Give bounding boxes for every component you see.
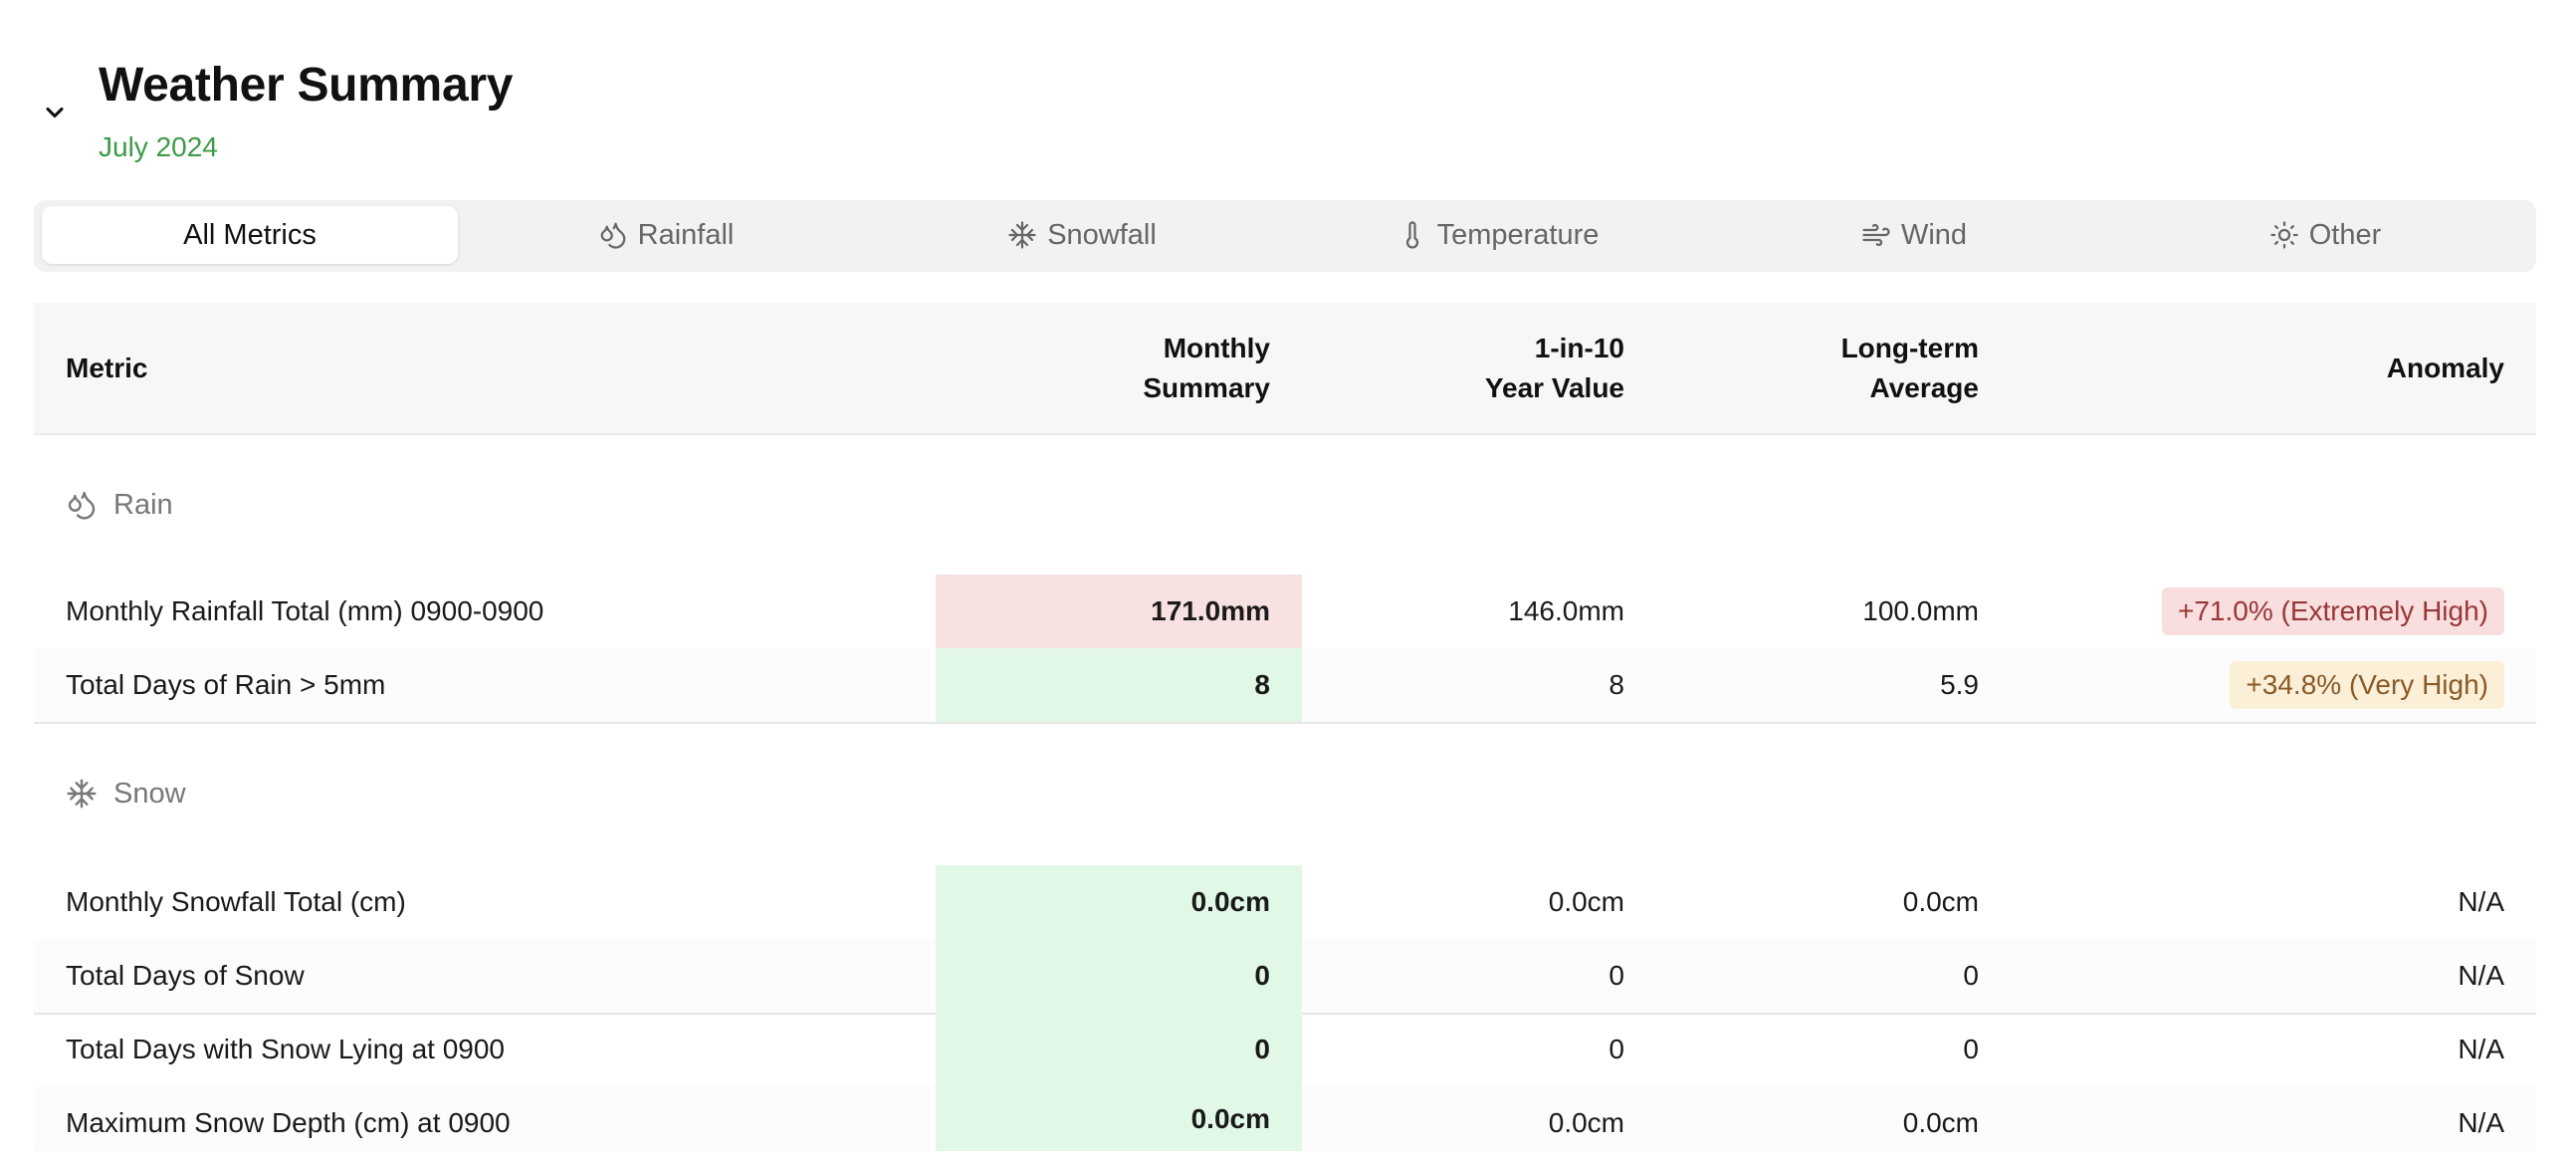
metric-tabs: All Metrics Rainfall Snowfall Temperatur… <box>34 200 2536 272</box>
table-row: Maximum Snow Depth (cm) at 0900 0.0cm 0.… <box>34 1086 2536 1151</box>
tab-rainfall[interactable]: Rainfall <box>458 206 874 264</box>
table-row: Total Days of Snow 0 0 0 N/A <box>34 939 2536 1015</box>
collapse-toggle[interactable] <box>38 96 72 129</box>
ten-year-value: 0.0cm <box>1548 1107 1624 1138</box>
metric-name: Total Days of Snow <box>66 960 305 991</box>
long-term-average-value: 0 <box>1963 960 1979 991</box>
sun-icon <box>2270 221 2298 249</box>
group-label-text: Snow <box>113 777 186 810</box>
page-title: Weather Summary <box>99 59 514 112</box>
table-header: Metric Monthly Summary 1-in-10 Year Value … <box>34 303 2536 435</box>
ten-year-value: 146.0mm <box>1508 595 1624 626</box>
anomaly-value: N/A <box>2458 1107 2504 1138</box>
header-line: Year Value <box>1484 371 1624 403</box>
tab-snowfall[interactable]: Snowfall <box>874 206 1290 264</box>
page-subtitle: July 2024 <box>99 131 218 162</box>
tab-wind[interactable]: Wind <box>1706 206 2122 264</box>
header-line: Monthly <box>1163 332 1270 363</box>
header-line: 1-in-10 <box>1534 332 1624 363</box>
monthly-summary-value: 171.0mm <box>936 575 1302 648</box>
metric-name: Total Days with Snow Lying at 0900 <box>66 1034 505 1064</box>
metric-name: Monthly Rainfall Total (mm) 0900-0900 <box>66 595 544 626</box>
long-term-average-value: 5.9 <box>1940 669 1979 700</box>
group-header-snow: Snow <box>34 724 2536 863</box>
anomaly-badge: +71.0% (Extremely High) <box>2161 587 2504 635</box>
long-term-average-value: 0.0cm <box>1902 1107 1979 1138</box>
header-line: Summary <box>1143 371 1270 403</box>
metric-name: Maximum Snow Depth (cm) at 0900 <box>66 1107 511 1138</box>
tab-all-metrics[interactable]: All Metrics <box>42 206 458 264</box>
column-header-1-in-10: 1-in-10 Year Value <box>1302 303 1624 433</box>
tab-label: Temperature <box>1436 218 1600 251</box>
header-line: Average <box>1869 371 1979 403</box>
tab-label: All Metrics <box>183 218 317 251</box>
metric-name: Total Days of Rain > 5mm <box>66 669 386 700</box>
monthly-summary-value: 0.0cm <box>936 1086 1302 1151</box>
group-header-rain: Rain <box>34 435 2536 575</box>
long-term-average-value: 100.0mm <box>1862 595 1979 626</box>
ten-year-value: 0 <box>1609 960 1624 991</box>
snowflake-icon <box>1008 221 1036 249</box>
header-line: Long-term <box>1840 332 1979 363</box>
droplets-icon <box>600 222 626 249</box>
thermometer-icon <box>1405 221 1418 249</box>
monthly-summary-value: 0 <box>936 939 1302 1013</box>
column-header-metric: Metric <box>66 351 148 383</box>
anomaly-value: N/A <box>2458 960 2504 991</box>
column-header-monthly-summary: Monthly Summary <box>936 303 1270 433</box>
table-row: Monthly Snowfall Total (cm) 0.0cm 0.0cm … <box>34 865 2536 941</box>
tab-temperature[interactable]: Temperature <box>1290 206 1706 264</box>
tab-other[interactable]: Other <box>2122 206 2528 264</box>
wind-icon <box>1862 223 1890 247</box>
droplets-icon <box>68 491 96 520</box>
metric-name: Monthly Snowfall Total (cm) <box>66 886 406 917</box>
tab-label: Wind <box>1900 218 1968 251</box>
long-term-average-value: 0 <box>1963 1034 1979 1064</box>
monthly-summary-value: 8 <box>936 648 1302 722</box>
group-label: Snow <box>66 724 186 863</box>
column-header-long-term-average: Long-term Average <box>1656 303 1979 433</box>
group-label-text: Rain <box>113 488 173 521</box>
chevron-down-icon <box>46 107 64 118</box>
anomaly-cell: +34.8% (Very High) <box>2011 648 2536 722</box>
tab-label: Other <box>2308 218 2382 251</box>
anomaly-value: N/A <box>2458 886 2504 917</box>
ten-year-value: 8 <box>1609 669 1624 700</box>
tab-label: Rainfall <box>637 218 735 251</box>
anomaly-badge: +34.8% (Very High) <box>2230 661 2504 709</box>
column-header-anomaly: Anomaly <box>2386 351 2504 383</box>
snowflake-icon <box>67 779 97 809</box>
monthly-summary-value: 0.0cm <box>936 865 1302 939</box>
anomaly-value: N/A <box>2458 1034 2504 1064</box>
table-row: Monthly Rainfall Total (mm) 0900-0900 17… <box>34 575 2536 650</box>
anomaly-cell: +71.0% (Extremely High) <box>2011 575 2536 648</box>
ten-year-value: 0.0cm <box>1548 886 1624 917</box>
ten-year-value: 0 <box>1609 1034 1624 1064</box>
tab-label: Snowfall <box>1047 218 1157 251</box>
group-label: Rain <box>66 435 173 575</box>
table-row: Total Days with Snow Lying at 0900 0 0 0… <box>34 1013 2536 1088</box>
long-term-average-value: 0.0cm <box>1902 886 1979 917</box>
monthly-summary-value: 0 <box>936 1013 1302 1086</box>
table-row: Total Days of Rain > 5mm 8 8 5.9 +34.8% … <box>34 648 2536 724</box>
